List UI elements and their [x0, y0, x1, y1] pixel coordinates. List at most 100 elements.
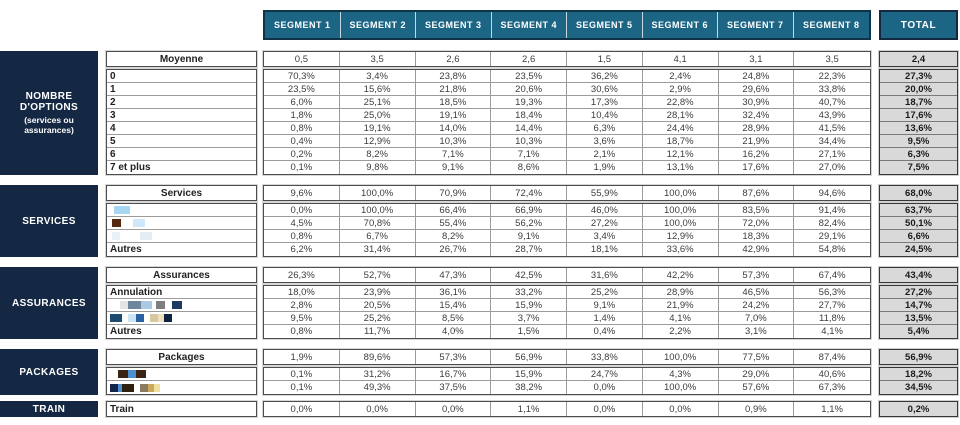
total-cell: 14,7%	[880, 299, 957, 312]
redacted-block	[154, 383, 160, 392]
value-cell: 7,1%	[491, 148, 567, 161]
value-cell: 21,9%	[718, 135, 795, 148]
value-cell: 0,1%	[264, 161, 340, 174]
row-totals-box: 18,2% 34,5%	[879, 367, 958, 395]
value-cell: 3,1%	[719, 325, 795, 338]
value-cell: 29,6%	[718, 83, 795, 96]
summary-label: Services	[160, 187, 203, 199]
summary-values: 9,6% 100,0% 70,9% 72,4% 55,9% 100,0% 87,6% 94,6…	[263, 185, 871, 201]
value-cell: 18,4%	[491, 109, 567, 122]
value-cell: 0,0%	[567, 381, 643, 394]
summary-value-cell: 31,6%	[567, 268, 643, 282]
redacted-block	[172, 301, 182, 309]
row-label: Annulation	[107, 286, 256, 299]
value-cell: 9,5%	[264, 312, 340, 325]
value-cell: 1,4%	[567, 312, 643, 325]
value-cell: 9,1%	[567, 299, 643, 312]
redacted-label	[110, 219, 145, 227]
value-cell: 0,8%	[264, 230, 340, 243]
value-cell: 83,5%	[718, 204, 795, 217]
value-cell: 24,2%	[718, 299, 795, 312]
value-cell: 27,7%	[794, 299, 870, 312]
value-cell: 0,4%	[567, 325, 643, 338]
group-train: TRAIN Train 0,0% 0,0% 0,0% 1,1% 0,0% 0,0% 0,9% 1,…	[0, 401, 960, 419]
value-cell: 7,1%	[415, 148, 492, 161]
summary-value-cell: 57,3%	[416, 350, 492, 364]
value-cell: 28,1%	[642, 109, 719, 122]
redacted-block	[136, 370, 146, 378]
value-cell: 0,4%	[264, 135, 340, 148]
value-cell: 25,0%	[339, 109, 416, 122]
value-cell: 82,4%	[794, 217, 870, 230]
row-label-box	[106, 367, 257, 395]
value-cell: 0,0%	[416, 402, 492, 416]
redacted-block	[122, 383, 134, 392]
segment-header-cell: SEGMENT 5	[567, 12, 643, 38]
redacted-label	[110, 383, 160, 392]
summary-value-cell: 56,9%	[491, 350, 567, 364]
value-cell: 8,5%	[415, 312, 492, 325]
summary-total-cell: 56,9%	[905, 351, 932, 363]
segment-header-bar: SEGMENT 1 SEGMENT 2 SEGMENT 3 SEGMENT 4 SEGM…	[263, 10, 871, 40]
row-totals-box: 27,3% 20,0% 18,7% 17,6% 13,6% 9,5% 6,3% 7,5%	[879, 69, 958, 175]
total-cell: 7,5%	[907, 162, 930, 173]
value-cell: 27,2%	[567, 217, 643, 230]
value-cell: 18,1%	[567, 243, 643, 256]
value-cell: 100,0%	[642, 204, 719, 217]
total-cell: 9,5%	[880, 135, 957, 148]
summary-total-box: 68,0%	[879, 185, 958, 201]
value-cell: 2,8%	[264, 299, 340, 312]
value-cell: 0,0%	[340, 402, 416, 416]
segment-header-cell: SEGMENT 2	[341, 12, 416, 38]
value-cell: 4,5%	[264, 217, 340, 230]
value-cell: 72,0%	[718, 217, 795, 230]
redacted-block	[133, 219, 145, 227]
total-cell: 27,3%	[880, 70, 957, 83]
value-cell: 15,6%	[339, 83, 416, 96]
value-cell: 12,9%	[642, 230, 719, 243]
summary-value-cell: 1,5	[567, 52, 643, 66]
segment-header-cell: SEGMENT 1	[265, 12, 341, 38]
value-cell: 56,2%	[491, 217, 567, 230]
redacted-label	[110, 301, 182, 309]
summary-value-cell: 2,6	[491, 52, 567, 66]
value-cell: 0,0%	[643, 402, 719, 416]
value-cell: 14,4%	[491, 122, 567, 135]
value-cell: 38,2%	[491, 381, 567, 394]
value-cell: 1,1%	[821, 403, 843, 415]
value-cell: 15,4%	[415, 299, 492, 312]
value-cell: 29,1%	[794, 230, 870, 243]
row-label: 1	[107, 83, 256, 96]
row-label	[107, 368, 256, 381]
summary-value-cell: 77,5%	[719, 350, 795, 364]
group-title: NOMBRE D'OPTIONS	[19, 91, 79, 113]
value-cell: 9,1%	[416, 161, 492, 174]
redacted-block	[112, 219, 121, 227]
value-cell: 20,5%	[339, 299, 416, 312]
redacted-block	[114, 206, 130, 214]
value-cell: 28,9%	[718, 122, 795, 135]
value-cell: 100,0%	[642, 217, 719, 230]
value-cell: 6,2%	[264, 243, 340, 256]
row-label: 3	[107, 109, 256, 122]
summary-value-cell: 89,6%	[340, 350, 416, 364]
value-cell: 7,0%	[718, 312, 795, 325]
redacted-block	[120, 232, 140, 240]
value-cell: 9,8%	[340, 161, 416, 174]
summary-value-cell: 87,4%	[818, 351, 846, 363]
value-cell: 16,2%	[718, 148, 795, 161]
value-cell: 18,3%	[718, 230, 795, 243]
value-cell: 2,9%	[642, 83, 719, 96]
value-cell: 23,9%	[339, 286, 416, 299]
row-values-box: 0,1% 31,2% 16,7% 15,9% 24,7% 4,3% 29,0% 40,6% 0,…	[263, 367, 871, 395]
value-cell: 54,8%	[818, 244, 846, 255]
group-sidebar-assurances: ASSURANCES	[0, 267, 98, 339]
summary-value-cell: 100,0%	[340, 186, 416, 200]
value-cell: 70,8%	[339, 217, 416, 230]
segment-header-cell: SEGMENT 7	[718, 12, 794, 38]
redacted-block	[110, 383, 118, 392]
summary-total-box: 2,4	[879, 51, 958, 67]
value-cell: 66,4%	[415, 204, 492, 217]
group-sidebar-services: SERVICES	[0, 185, 98, 257]
redacted-block	[165, 301, 172, 309]
